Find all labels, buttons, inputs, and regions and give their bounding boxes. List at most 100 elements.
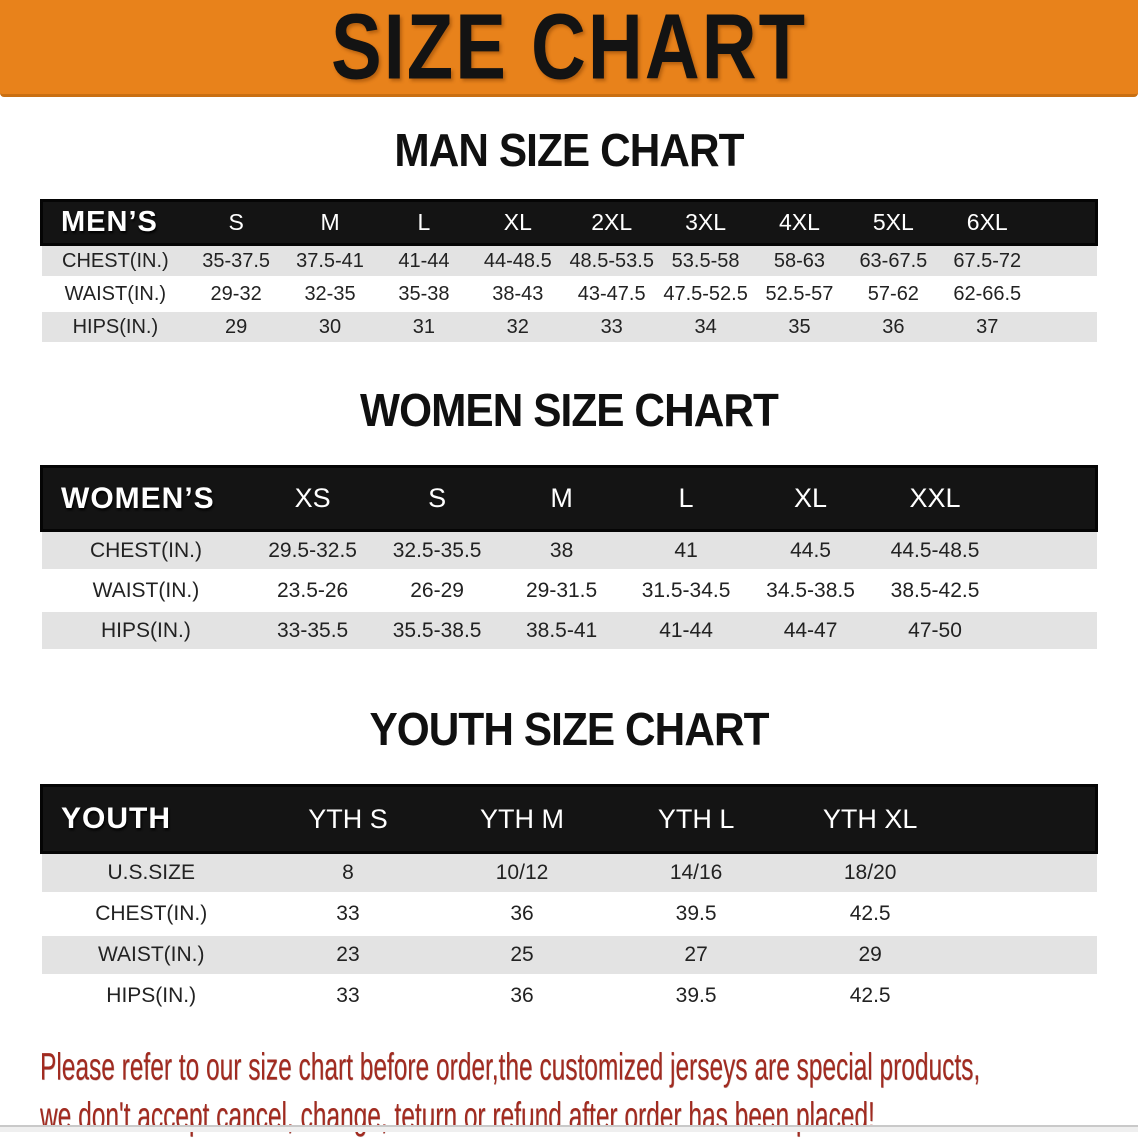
table-cell: 38.5-41: [499, 610, 624, 652]
column-header: S: [189, 200, 284, 245]
table-cell: 32.5-35.5: [374, 530, 500, 572]
disclaimer-line-1: Please refer to our size chart before or…: [40, 1044, 981, 1089]
table-cell: 37: [940, 310, 1035, 345]
table-row: CHEST(IN.) 33 36 39.5 42.5: [41, 893, 1097, 936]
table-row: CHEST(IN.) 29.5-32.5 32.5-35.5 38 41 44.5 44.5…: [41, 530, 1097, 572]
cell-filler: [997, 610, 1097, 652]
youth-size-table: YOUTH YTH S YTH M YTH L YTH XL U.S.SIZE 8 10/12…: [40, 784, 1098, 1018]
table-cell: 29-31.5: [499, 570, 624, 612]
bottom-edge-strip: [0, 1125, 1138, 1132]
table-cell: 47.5-52.5: [658, 277, 753, 312]
table-cell: 30: [283, 310, 377, 345]
column-header: YTH XL: [783, 785, 958, 853]
disclaimer-line-2: we don't accept cancel, change, teturn o…: [40, 1093, 875, 1138]
man-size-chart-section: MAN SIZE CHART MEN’S S M L XL 2XL 3XL 4XL 5XL 6XL…: [0, 123, 1138, 345]
table-cell: 37.5-41: [283, 244, 377, 279]
column-header: 5XL: [846, 200, 941, 245]
table-cell: 23.5-26: [250, 570, 375, 612]
table-cell: 58-63: [752, 244, 847, 279]
table-cell: 25: [435, 934, 610, 977]
column-header: 4XL: [752, 200, 847, 245]
table-cell: 23: [260, 934, 435, 977]
table-cell: 10/12: [435, 852, 610, 895]
disclaimer: Please refer to our size chart before or…: [40, 1042, 1138, 1140]
table-cell: 34.5-38.5: [748, 570, 873, 612]
header-filler: [1034, 200, 1097, 245]
row-label: HIPS(IN.): [41, 610, 251, 652]
size-chart-banner: SIZE CHART: [0, 0, 1138, 99]
row-label: WAIST(IN.): [41, 570, 251, 612]
table-cell: 44-47: [748, 610, 873, 652]
column-header: L: [376, 200, 471, 245]
table-cell: 39.5: [609, 975, 784, 1018]
column-header: YTH S: [260, 785, 435, 853]
table-cell: 27: [609, 934, 784, 977]
table-row: HIPS(IN.) 29 30 31 32 33 34 35 36 37: [41, 310, 1097, 345]
table-cell: 29.5-32.5: [250, 530, 375, 572]
row-label: CHEST(IN.): [41, 244, 190, 279]
table-cell: 8: [260, 852, 435, 895]
table-cell: 41-44: [376, 244, 471, 279]
table-cell: 52.5-57: [752, 277, 847, 312]
youth-size-chart-section: YOUTH SIZE CHART YOUTH YTH S YTH M YTH L YTH…: [0, 702, 1138, 1018]
table-cell: 36: [435, 893, 610, 936]
row-label: U.S.SIZE: [41, 852, 261, 895]
table-cell: 26-29: [374, 570, 500, 612]
table-cell: 41: [623, 530, 749, 572]
table-cell: 18/20: [783, 852, 958, 895]
women-section-title: WOMEN SIZE CHART: [360, 384, 779, 436]
table-cell: 32: [470, 310, 565, 345]
table-cell: 33-35.5: [250, 610, 375, 652]
row-label: WAIST(IN.): [41, 277, 190, 312]
table-cell: 47-50: [872, 610, 998, 652]
table-cell: 43-47.5: [564, 277, 659, 312]
table-row: HIPS(IN.) 33 36 39.5 42.5: [41, 975, 1097, 1018]
cell-filler: [997, 570, 1097, 612]
column-header: XL: [748, 466, 873, 531]
header-row: WOMEN’S XS S M L XL XXL: [41, 466, 1097, 531]
cell-filler: [997, 530, 1097, 572]
table-cell: 44.5-48.5: [872, 530, 998, 572]
table-cell: 44.5: [748, 530, 873, 572]
table-cell: 38.5-42.5: [872, 570, 998, 612]
table-cell: 38-43: [470, 277, 565, 312]
table-cell: 42.5: [783, 893, 958, 936]
table-cell: 29: [189, 310, 284, 345]
cell-filler: [1034, 244, 1097, 279]
column-header: YTH L: [609, 785, 784, 853]
column-header: XXL: [872, 466, 998, 531]
table-cell: 35-38: [376, 277, 471, 312]
cell-filler: [1034, 310, 1097, 345]
table-row: WAIST(IN.) 23 25 27 29: [41, 934, 1097, 977]
table-row: CHEST(IN.) 35-37.5 37.5-41 41-44 44-48.5 48.5…: [41, 244, 1097, 279]
table-row: WAIST(IN.) 29-32 32-35 35-38 38-43 43-47.5 47.…: [41, 277, 1097, 312]
column-header: M: [283, 200, 377, 245]
women-size-table: WOMEN’S XS S M L XL XXL CHEST(IN.) 29.5-32.5 32.5…: [40, 465, 1098, 652]
table-corner-label: YOUTH: [41, 785, 261, 853]
column-header: 3XL: [658, 200, 753, 245]
table-row: U.S.SIZE 8 10/12 14/16 18/20: [41, 852, 1097, 895]
table-cell: 53.5-58: [658, 244, 753, 279]
table-cell: 14/16: [609, 852, 784, 895]
table-cell: 36: [435, 975, 610, 1018]
table-cell: 41-44: [623, 610, 749, 652]
women-size-chart-section: WOMEN SIZE CHART WOMEN’S XS S M L XL XXL CHEST(…: [0, 383, 1138, 652]
table-cell: 42.5: [783, 975, 958, 1018]
column-header: M: [499, 466, 624, 531]
cell-filler: [957, 934, 1097, 977]
table-cell: 39.5: [609, 893, 784, 936]
table-cell: 32-35: [283, 277, 377, 312]
row-label: CHEST(IN.): [41, 530, 251, 572]
table-cell: 44-48.5: [470, 244, 565, 279]
table-cell: 35.5-38.5: [374, 610, 500, 652]
column-header: YTH M: [435, 785, 610, 853]
row-label: CHEST(IN.): [41, 893, 261, 936]
man-section-title: MAN SIZE CHART: [394, 124, 744, 176]
cell-filler: [957, 975, 1097, 1018]
men-size-table: MEN’S S M L XL 2XL 3XL 4XL 5XL 6XL CHEST(IN.) 35-37…: [40, 199, 1098, 345]
row-label: WAIST(IN.): [41, 934, 261, 977]
header-row: MEN’S S M L XL 2XL 3XL 4XL 5XL 6XL: [41, 200, 1097, 245]
table-cell: 67.5-72: [940, 244, 1035, 279]
table-cell: 33: [260, 893, 435, 936]
table-corner-label: WOMEN’S: [41, 466, 251, 531]
